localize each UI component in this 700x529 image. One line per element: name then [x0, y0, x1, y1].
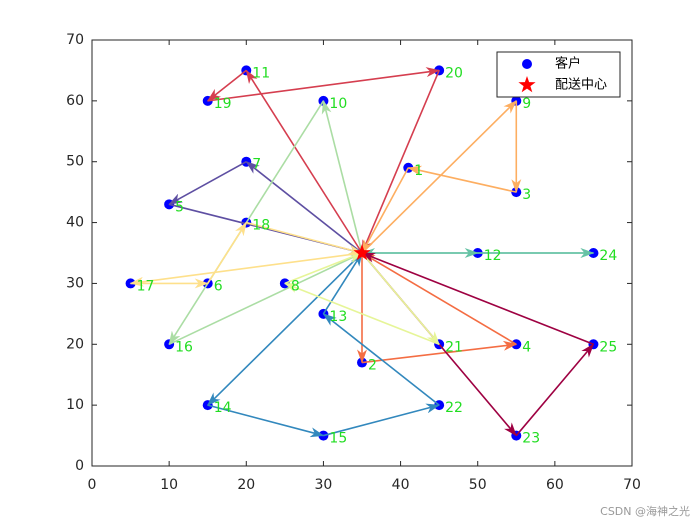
route-segment	[361, 252, 440, 346]
point-label: 17	[137, 278, 155, 294]
route-segment	[361, 252, 517, 345]
x-tick-label: 10	[160, 477, 178, 493]
point-label: 12	[484, 248, 502, 264]
point-label: 5	[175, 199, 184, 215]
route-segment	[207, 221, 247, 284]
route-segment	[361, 167, 409, 254]
point-label: 8	[291, 278, 300, 294]
point-label: 19	[214, 96, 232, 112]
route-segment	[322, 313, 440, 406]
legend-label: 客户	[555, 56, 581, 72]
route-segment	[322, 252, 363, 315]
route-segment	[361, 340, 518, 364]
point-label: 1	[414, 163, 423, 179]
point-label: 4	[522, 339, 531, 355]
point-label: 6	[214, 278, 223, 294]
point-label: 24	[599, 248, 617, 264]
point-label: 16	[175, 339, 193, 355]
x-tick-label: 70	[623, 477, 641, 493]
point-label: 11	[252, 65, 270, 81]
x-tick-label: 20	[237, 477, 255, 493]
y-tick-label: 0	[75, 458, 84, 474]
point-label: 22	[445, 400, 463, 416]
depot-point	[353, 244, 371, 261]
route-segment	[207, 404, 325, 438]
point-label: 23	[522, 431, 540, 447]
route-segment	[245, 161, 363, 254]
route-segment	[245, 69, 363, 254]
legend-marker	[518, 76, 536, 93]
route-segment	[168, 161, 247, 206]
point-label: 18	[252, 218, 270, 234]
legend-box	[496, 51, 621, 98]
y-tick-label: 50	[66, 154, 84, 170]
point-label: 3	[522, 187, 531, 203]
route-segment	[206, 69, 247, 102]
route-segment	[168, 252, 363, 346]
y-tick-label: 40	[66, 215, 84, 231]
point-label: 13	[329, 309, 347, 325]
route-segment	[284, 252, 363, 285]
x-tick-label: 0	[88, 477, 97, 493]
point-label: 25	[599, 339, 617, 355]
x-tick-label: 60	[546, 477, 564, 493]
route-segment	[321, 99, 363, 254]
watermark: CSDN @海神之光	[600, 504, 690, 518]
point-label: 2	[368, 358, 377, 374]
route-segment	[361, 70, 440, 254]
x-tick-label: 40	[392, 477, 410, 493]
legend-label: 配送中心	[555, 78, 607, 93]
y-tick-label: 20	[66, 336, 84, 352]
legend-marker	[522, 59, 532, 69]
route-segment	[515, 343, 595, 437]
route-segment	[361, 252, 594, 346]
point-label: 21	[445, 339, 463, 355]
route-segment	[207, 67, 441, 102]
point-label: 7	[252, 157, 261, 173]
y-tick-label: 70	[66, 32, 84, 48]
point-label: 15	[329, 431, 347, 447]
route-segment	[207, 252, 363, 406]
y-tick-label: 10	[66, 397, 84, 413]
x-tick-label: 50	[469, 477, 487, 493]
x-tick-label: 30	[315, 477, 333, 493]
y-tick-label: 60	[66, 93, 84, 109]
y-tick-label: 30	[66, 275, 84, 291]
point-label: 20	[445, 65, 463, 81]
point-label: 14	[214, 400, 232, 416]
route-segment	[283, 282, 440, 346]
route-segment	[361, 100, 517, 254]
route-segment	[407, 165, 517, 193]
route-segment	[323, 403, 441, 437]
point-label: 9	[522, 96, 531, 112]
route-segment	[129, 252, 363, 287]
route-segment	[246, 221, 363, 255]
point-label: 10	[329, 96, 347, 112]
